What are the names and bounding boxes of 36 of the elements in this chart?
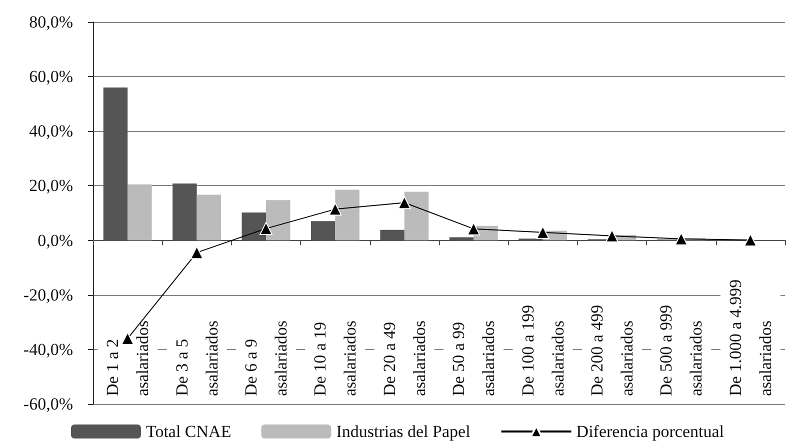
bar (404, 192, 429, 240)
y-tick-label: 40,0% (29, 122, 73, 141)
y-tick-label: 0,0% (38, 230, 73, 250)
y-tick-label: -60,0% (23, 394, 73, 414)
x-tick-label: De 100 a 199 asalariados (518, 304, 568, 396)
y-tick-label: 20,0% (29, 176, 73, 196)
x-tick-label: De 1.000 a 4.999 asalariados (726, 279, 775, 396)
x-tick-label: De 20 a 49 asalariados (380, 320, 429, 396)
x-tick-label: De 6 a 9 asalariados (242, 320, 290, 396)
y-tick-label: -40,0% (23, 340, 73, 359)
bar (196, 194, 222, 240)
point (674, 232, 688, 246)
point (398, 196, 411, 210)
legend-label: Diferencia porcentual (576, 422, 724, 441)
bar (335, 190, 360, 240)
point (121, 332, 134, 346)
point (467, 222, 480, 236)
y-tick-label: 80,0% (29, 12, 73, 32)
x-tick-label: De 200 a 499 asalariados (588, 304, 636, 396)
x-tick-label: De 1 a 2 asalariados (103, 320, 152, 396)
point (328, 202, 342, 216)
legend-label: Total CNAE (146, 422, 232, 441)
y-tick-label: 60,0% (29, 67, 73, 86)
legend-label: Industrias del Papel (336, 422, 471, 441)
point (536, 226, 550, 239)
x-tick-label: De 3 a 5 asalariados (172, 320, 222, 396)
x-tick-label: De 10 a 19 asalariados (310, 320, 360, 396)
point (190, 246, 204, 260)
bar (266, 200, 290, 240)
y-tick-label: -20,0% (23, 285, 73, 304)
x-tick-label: De 50 a 99 asalariados (449, 320, 498, 396)
point (260, 222, 272, 236)
point (606, 229, 618, 242)
x-tick-label: De 500 a 999 asalariados (656, 304, 706, 396)
bar (128, 184, 152, 240)
point (744, 234, 757, 247)
